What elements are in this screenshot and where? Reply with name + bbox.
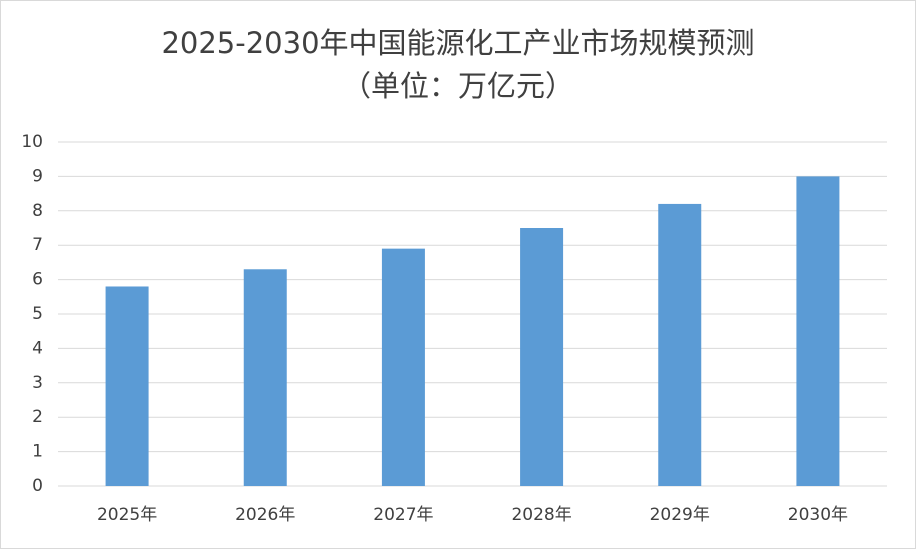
bar [520,228,564,486]
x-tick-label: 2026年 [235,505,295,525]
y-tick-label: 1 [32,442,43,462]
y-tick-label: 6 [32,270,43,290]
y-tick-label: 0 [32,476,43,496]
x-tick-label: 2025年 [97,505,157,525]
x-tick-label: 2030年 [788,505,848,525]
x-tick-label: 2028年 [511,505,571,525]
bar [381,248,425,486]
y-tick-label: 8 [32,201,43,221]
y-tick-label: 10 [21,132,43,152]
chart-subtitle: （单位：万亿元） [342,69,574,103]
y-tick-label: 7 [32,235,43,255]
chart-title: 2025-2030年中国能源化工产业市场规模预测 [161,26,754,60]
y-tick-label: 2 [32,407,43,427]
x-tick-label: 2027年 [373,505,433,525]
y-tick-label: 9 [32,166,43,186]
x-tick-label: 2029年 [650,505,710,525]
bar [658,203,702,487]
bar [243,269,287,486]
bar [105,286,149,486]
y-tick-label: 3 [32,373,43,393]
bar [796,176,840,486]
y-tick-label: 5 [32,304,43,324]
y-tick-label: 4 [32,338,43,358]
